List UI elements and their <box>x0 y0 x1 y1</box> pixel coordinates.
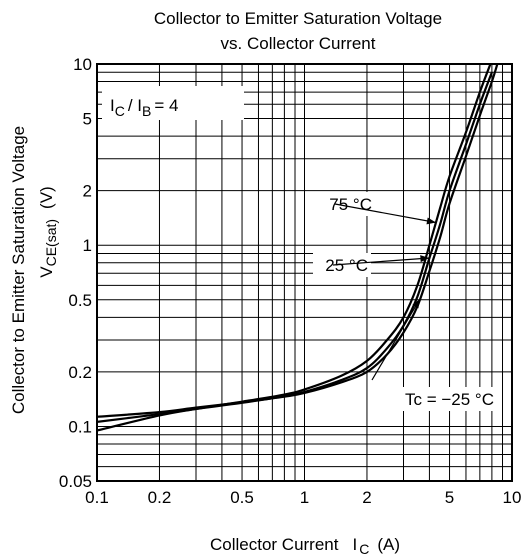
grid <box>97 64 512 481</box>
x-tick-label: 0.2 <box>148 488 172 507</box>
condition-label: IC / IB = 4 <box>110 96 178 119</box>
annotations: 75 °C25 °CTc = −25 °C <box>313 192 497 411</box>
y-tick-label: 10 <box>73 55 92 74</box>
annotation-arrowhead <box>426 217 436 225</box>
x-tick-label: 2 <box>362 488 371 507</box>
annotation-arrowhead <box>420 255 430 263</box>
chart-title: Collector to Emitter Saturation Voltage <box>154 9 442 28</box>
x-tick-label: 0.5 <box>230 488 254 507</box>
annotation-label: Tc = −25 °C <box>405 390 494 409</box>
annotation-label: 25 °C <box>325 256 368 275</box>
y-tick-label: 0.2 <box>68 363 92 382</box>
y-tick-label: 1 <box>83 236 92 255</box>
annotation-background <box>379 387 497 411</box>
series-line-3 <box>97 64 499 418</box>
x-tick-label: 0.1 <box>85 488 109 507</box>
plot-frame <box>96 63 513 482</box>
chart-subtitle: vs. Collector Current <box>221 34 376 53</box>
y-axis-label: Collector to Emitter Saturation Voltage <box>9 126 28 414</box>
y-axis-symbol: VCE(sat)(V) <box>37 186 59 277</box>
y-tick-label: 2 <box>83 182 92 201</box>
annotation-leader <box>371 298 421 381</box>
annotation-leader <box>332 257 430 266</box>
series-group <box>97 64 499 432</box>
condition-box <box>102 86 244 120</box>
annotation-background <box>317 192 375 216</box>
annotation-arrowhead <box>412 298 420 309</box>
y-tick-label: 5 <box>83 110 92 129</box>
annotation-leader <box>334 203 437 224</box>
y-tick-label: 0.5 <box>68 291 92 310</box>
x-tick-label: 10 <box>503 488 522 507</box>
x-tick-label: 5 <box>445 488 454 507</box>
series-line-2 <box>97 71 493 423</box>
y-tick-label: 0.1 <box>68 417 92 436</box>
annotation-background <box>313 253 371 277</box>
x-tick-label: 1 <box>300 488 309 507</box>
y-tick-label: 0.05 <box>59 472 92 491</box>
x-axis-label: Collector Current I C (A) <box>210 535 400 557</box>
